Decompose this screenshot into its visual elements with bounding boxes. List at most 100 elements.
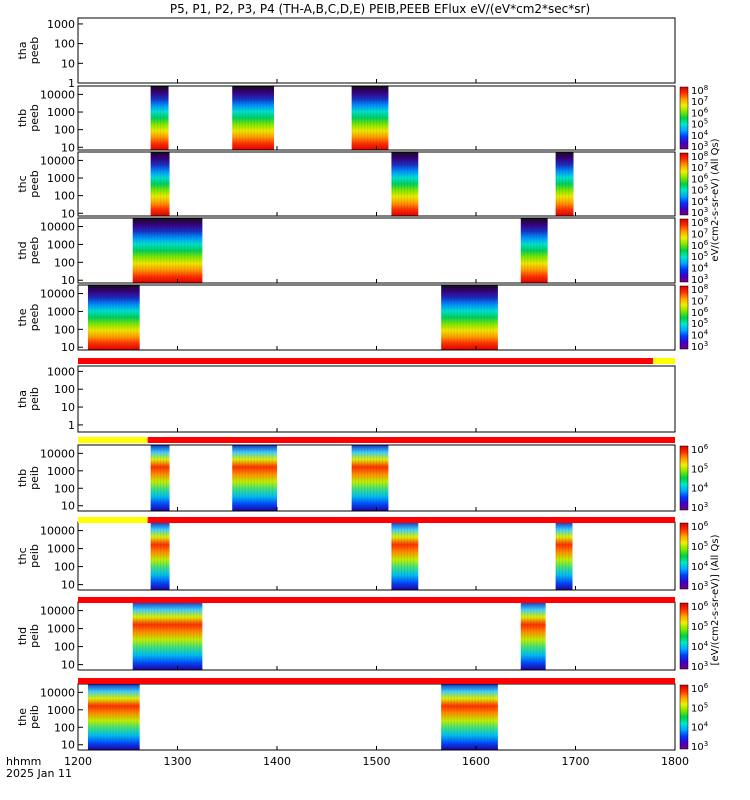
spectrogram-block: [132, 218, 203, 283]
colorbar-tick-label: 103: [691, 273, 708, 286]
y-tick-label: 10: [61, 207, 75, 220]
colorbar-tick-label: 106: [691, 443, 709, 456]
colorbar-tick-label: 104: [691, 195, 709, 208]
spectrogram-block: [520, 602, 546, 670]
x-tick-label: 1600: [462, 755, 490, 768]
panel-product-label: peib: [28, 387, 41, 411]
colorbar-tick-label: 106: [691, 106, 709, 119]
panel-product-label: peib: [28, 624, 41, 648]
colorbar-titles: eV/(cm2-s-sr-eV) (All Qs) [eV/(cm2-s-sr-…: [710, 138, 721, 665]
status-bar-segment: [147, 437, 675, 443]
y-tick-label: 10: [61, 274, 75, 287]
colorbar-tick-label: 103: [691, 206, 708, 219]
panel-frame: [77, 284, 676, 351]
colorbar-tick-label: 106: [691, 172, 709, 185]
colorbar: [679, 522, 689, 590]
colorbar: [679, 285, 689, 350]
colorbar-tick-label: 104: [691, 640, 709, 653]
colorbar-tick-label: 105: [691, 184, 708, 197]
colorbar: [679, 445, 689, 511]
date-label: 2025 Jan 11: [6, 767, 72, 780]
y-tick-label: 10: [61, 500, 75, 513]
spectrogram-block: [351, 445, 389, 511]
colorbar-tick-label: 105: [691, 118, 708, 131]
colorbar-tick-label: 105: [691, 462, 708, 475]
colorbar-tick-label: 106: [691, 520, 709, 533]
y-tick-label: 1: [68, 77, 75, 90]
panel-probe-label: the: [16, 708, 29, 726]
panel-frame: [77, 683, 676, 751]
colorbar-tick-label: 103: [691, 501, 708, 514]
y-tick-label: 100: [54, 323, 75, 336]
colorbar-tick-label: 108: [691, 150, 708, 163]
y-tick-label: 10000: [40, 154, 75, 167]
colorbar-tick-label: 105: [691, 540, 708, 553]
spectrogram-block: [391, 522, 419, 590]
y-tick-label: 10000: [40, 221, 75, 234]
y-tick-label: 1000: [47, 106, 75, 119]
x-tick-label: 1400: [263, 755, 291, 768]
y-tick-label: 10: [61, 341, 75, 354]
y-tick-label: 1000: [47, 172, 75, 185]
colorbar-tick-label: 107: [691, 95, 708, 108]
status-bar-segment: [78, 437, 148, 443]
panel-probe-label: thd: [16, 627, 29, 645]
colorbar-tick-label: 103: [691, 340, 708, 353]
colorbar-tick-label: 107: [691, 161, 708, 174]
y-tick-label: 100: [54, 561, 75, 574]
colorbar-tick-label: 106: [691, 600, 709, 613]
y-tick-label: 10: [61, 739, 75, 752]
y-tick-label: 10000: [40, 447, 75, 460]
colorbar-tick-label: 104: [691, 482, 709, 495]
y-tick-label: 10: [61, 57, 75, 70]
y-tick-label: 100: [54, 721, 75, 734]
x-tick-label: 1800: [661, 755, 689, 768]
panel-product-label: peib: [28, 466, 41, 490]
colorbar-tick-label: 104: [691, 129, 709, 142]
spectrogram-block: [87, 684, 140, 750]
figure-title: P5, P1, P2, P3, P4 (TH-A,B,C,D,E) PEIB,P…: [170, 2, 590, 16]
y-tick-label: 100: [54, 124, 75, 137]
colorbar: [679, 684, 689, 750]
x-tick-label: 1200: [64, 755, 92, 768]
y-tick-label: 100: [54, 38, 75, 51]
x-tick-label: 1500: [363, 755, 391, 768]
spectrogram-block: [520, 218, 548, 283]
y-tick-label: 10000: [40, 88, 75, 101]
panel-probe-label: thd: [16, 241, 29, 259]
colorbar-tick-label: 108: [691, 84, 708, 97]
spectrogram-block: [150, 86, 169, 150]
y-tick-label: 1000: [47, 465, 75, 478]
colorbar-tick-label: 103: [691, 740, 708, 753]
spectrogram-block: [232, 445, 277, 511]
spectrogram-block: [351, 86, 389, 150]
y-tick-label: 100: [54, 641, 75, 654]
colorbar-tick-label: 103: [691, 660, 708, 673]
x-tick-label: 1700: [562, 755, 590, 768]
colorbar: [679, 218, 689, 283]
panel-probe-label: thc: [16, 175, 29, 192]
colorbar-tick-label: 103: [691, 580, 708, 593]
colorbar-tick-label: 104: [691, 329, 709, 342]
y-tick-label: 10000: [40, 605, 75, 618]
status-bar-segment: [78, 678, 675, 684]
colorbar-tick-label: 108: [691, 216, 708, 229]
panel-probe-label: thb: [16, 109, 29, 127]
colorbar: [679, 86, 689, 150]
colorbar-tick-label: 104: [691, 262, 709, 275]
y-tick-label: 100: [54, 383, 75, 396]
colorbar-tick-label: 105: [691, 701, 708, 714]
colorbar-tick-label: 105: [691, 620, 708, 633]
y-tick-label: 1000: [47, 623, 75, 636]
colorbar-tick-label: 105: [691, 250, 708, 263]
y-tick-label: 10: [61, 579, 75, 592]
spectrogram-block: [150, 152, 170, 216]
colorbar-title-peeb: eV/(cm2-s-sr-eV) (All Qs): [710, 138, 721, 261]
x-axis-unit: hhmm: [6, 755, 41, 768]
spectrogram-block: [87, 285, 140, 350]
panel-frame: [77, 365, 676, 433]
x-tick-label: 1300: [164, 755, 192, 768]
y-tick-label: 1000: [47, 704, 75, 717]
y-tick-label: 10000: [40, 686, 75, 699]
